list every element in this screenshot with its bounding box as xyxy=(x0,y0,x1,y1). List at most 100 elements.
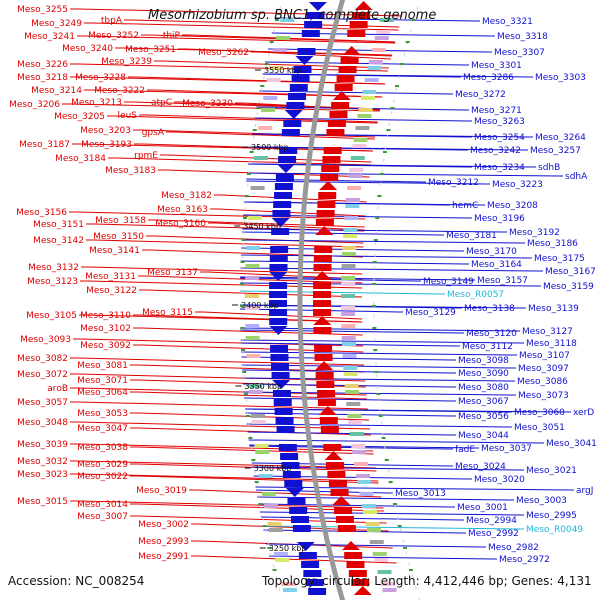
forward-gene-mark xyxy=(313,327,332,334)
gene-label-right: Meso_3112 xyxy=(462,342,513,352)
category-block xyxy=(342,246,357,250)
forward-gene-mark xyxy=(329,111,348,118)
forward-gene-mark xyxy=(336,75,355,82)
leader-line-right xyxy=(254,117,472,122)
leader-line-left xyxy=(139,114,378,123)
category-block xyxy=(342,354,357,358)
category-block xyxy=(374,558,389,562)
gene-label-right: sdhA xyxy=(565,172,588,182)
gene-label-left: Meso_3203 xyxy=(80,126,131,136)
gene-label-left: Meso_3182 xyxy=(161,191,212,201)
category-block xyxy=(258,474,273,478)
gene-label-left: Meso_3023 xyxy=(17,470,68,480)
reverse-gene-mark xyxy=(271,218,290,227)
category-block xyxy=(254,444,269,448)
reverse-gene-mark xyxy=(286,102,305,109)
forward-gene-mark xyxy=(321,165,340,172)
gene-label-left: Meso_3064 xyxy=(77,388,128,398)
gene-label-right: Meso_3271 xyxy=(471,106,522,116)
category-block xyxy=(357,114,372,118)
reverse-gene-mark xyxy=(269,264,288,271)
reverse-gene-mark xyxy=(270,354,289,361)
category-block xyxy=(245,294,260,298)
gene-label-left: leuS xyxy=(118,111,138,121)
gene-label-left: Meso_3251 xyxy=(125,45,176,55)
gene-label-left: Meso_3105 xyxy=(26,311,77,321)
leader-line-left xyxy=(200,271,363,280)
forward-gene-mark xyxy=(347,30,366,37)
category-block xyxy=(341,276,356,280)
leader-line-right xyxy=(241,239,525,244)
gene-label-right: Meso_3098 xyxy=(458,356,509,366)
gene-label-left: Meso_3015 xyxy=(17,497,68,507)
guide-dot xyxy=(381,437,386,439)
guide-dot xyxy=(242,371,247,373)
guide-dot xyxy=(408,569,413,571)
forward-gene-mark xyxy=(352,12,371,19)
gene-label-left: gpsA xyxy=(142,128,165,138)
leader-line-left xyxy=(86,239,364,248)
gene-label-left: Meso_3228 xyxy=(75,73,126,83)
category-block xyxy=(341,324,356,328)
leader-line-right xyxy=(240,327,520,332)
scale-label: 3350 kbp xyxy=(244,382,282,391)
leader-line-right xyxy=(267,48,492,53)
guide-dot xyxy=(411,19,416,21)
category-block xyxy=(359,492,374,496)
leader-line-left xyxy=(214,194,367,203)
reverse-gene-mark xyxy=(290,516,309,523)
gene-label-right: Meso_3001 xyxy=(457,503,508,513)
reverse-gene-mark xyxy=(305,579,324,586)
forward-gene-mark xyxy=(316,381,335,388)
gene-label-left: Meso_3071 xyxy=(77,376,128,386)
leader-line-right xyxy=(252,133,533,138)
leader-line-right xyxy=(245,408,571,413)
guide-dot xyxy=(379,173,384,175)
leader-line-left xyxy=(70,500,384,509)
leader-line-left xyxy=(70,473,379,482)
leader-line-right xyxy=(271,32,495,37)
forward-gene-mark xyxy=(314,354,333,361)
leader-line-right xyxy=(265,61,469,66)
leader-line-left xyxy=(70,421,371,430)
forward-gene-mark xyxy=(313,309,332,316)
leader-line-left xyxy=(133,344,364,353)
guide-dot xyxy=(376,393,381,395)
reverse-gene-mark xyxy=(278,444,297,451)
gene-label-right: Meso_3303 xyxy=(535,73,586,83)
guide-dot xyxy=(395,85,400,87)
category-block xyxy=(351,444,366,448)
gene-label-left: Meso_3158 xyxy=(95,216,146,226)
reverse-gene-mark xyxy=(269,291,288,298)
forward-gene-mark xyxy=(342,46,361,55)
gene-label-left: Meso_3022 xyxy=(77,472,128,482)
leader-line-right xyxy=(248,439,544,444)
gene-label-left: Meso_3038 xyxy=(77,443,128,453)
leader-line-left xyxy=(178,48,392,57)
gene-label-left: atpC xyxy=(151,98,172,108)
gene-label-right: Meso_3192 xyxy=(509,228,560,238)
reverse-gene-mark xyxy=(288,93,307,100)
gene-label-left: Meso_3047 xyxy=(77,424,128,434)
forward-gene-mark xyxy=(327,120,346,127)
reverse-gene-mark xyxy=(287,498,306,505)
forward-gene-mark xyxy=(324,451,343,460)
category-block xyxy=(368,60,383,64)
forward-gene-mark xyxy=(327,471,346,478)
guide-dot xyxy=(390,107,395,109)
guide-dot xyxy=(377,195,382,197)
gene-label-left: Meso_3255 xyxy=(17,5,68,15)
reverse-gene-mark xyxy=(281,129,300,136)
gene-label-right: Meso_R0057 xyxy=(447,290,504,300)
gene-label-left: Meso_3014 xyxy=(77,500,128,510)
leader-line-right xyxy=(247,431,456,436)
forward-gene-mark xyxy=(340,57,359,64)
reverse-gene-mark xyxy=(289,507,308,514)
gene-label-left: Meso_2993 xyxy=(138,537,189,547)
gene-label-right: Meso_3257 xyxy=(530,146,581,156)
leader-line-right xyxy=(240,254,532,259)
category-block xyxy=(377,570,392,574)
leader-line-right xyxy=(269,555,497,560)
